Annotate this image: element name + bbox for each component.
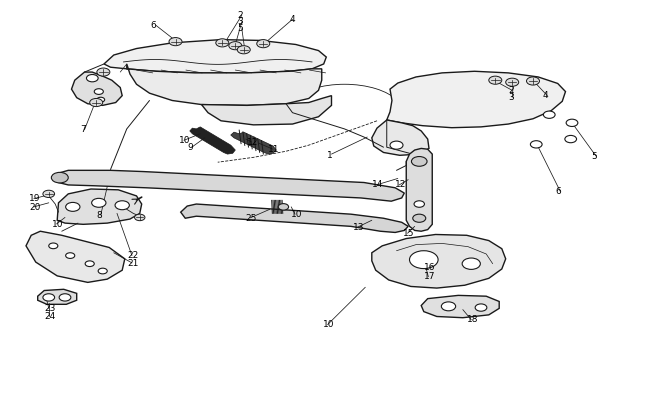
Text: 14: 14 (372, 180, 383, 189)
Text: 20: 20 (29, 202, 40, 211)
Text: 5: 5 (237, 24, 243, 33)
Text: 10: 10 (323, 320, 335, 328)
Circle shape (530, 141, 542, 149)
Text: 6: 6 (151, 21, 157, 30)
Polygon shape (38, 290, 77, 305)
Text: 22: 22 (127, 251, 138, 260)
Circle shape (543, 112, 555, 119)
Text: 5: 5 (592, 151, 597, 160)
Text: 25: 25 (246, 213, 257, 222)
Polygon shape (372, 235, 506, 288)
Circle shape (66, 203, 80, 212)
Text: 2: 2 (508, 85, 514, 94)
Polygon shape (421, 296, 499, 318)
Text: 4: 4 (289, 15, 295, 24)
Text: 10: 10 (291, 209, 302, 218)
Circle shape (526, 78, 539, 86)
Polygon shape (127, 65, 322, 106)
Circle shape (98, 269, 107, 274)
Circle shape (135, 215, 145, 221)
Circle shape (51, 173, 68, 183)
Polygon shape (190, 128, 235, 155)
Text: 24: 24 (44, 311, 55, 320)
Polygon shape (372, 121, 429, 156)
Text: 3: 3 (508, 93, 514, 102)
Text: 19: 19 (29, 194, 41, 203)
Circle shape (90, 99, 103, 107)
Text: 13: 13 (353, 222, 365, 231)
Circle shape (216, 40, 229, 48)
Polygon shape (57, 190, 142, 225)
Text: 8: 8 (96, 211, 102, 220)
Text: 1: 1 (327, 150, 333, 159)
Text: 3: 3 (237, 17, 243, 26)
Text: 10: 10 (52, 219, 64, 228)
Circle shape (169, 38, 182, 47)
Circle shape (66, 253, 75, 259)
Circle shape (237, 47, 250, 55)
Text: 2: 2 (237, 11, 243, 19)
Circle shape (97, 98, 105, 103)
Circle shape (390, 142, 403, 150)
Text: 17: 17 (424, 272, 436, 281)
Text: 7: 7 (80, 125, 86, 134)
Text: 4: 4 (543, 91, 549, 100)
Circle shape (414, 201, 424, 208)
Circle shape (49, 243, 58, 249)
Circle shape (94, 90, 103, 95)
Circle shape (257, 40, 270, 49)
Circle shape (229, 43, 242, 51)
Text: 10: 10 (179, 135, 191, 144)
Circle shape (92, 199, 106, 208)
Circle shape (278, 204, 289, 211)
Circle shape (489, 77, 502, 85)
Polygon shape (387, 72, 566, 128)
Circle shape (413, 215, 426, 223)
Circle shape (441, 302, 456, 311)
Text: 11: 11 (268, 145, 280, 153)
Circle shape (565, 136, 577, 143)
Circle shape (115, 201, 129, 210)
Text: 23: 23 (44, 303, 56, 312)
Polygon shape (72, 73, 122, 106)
Polygon shape (202, 96, 332, 126)
Polygon shape (406, 149, 432, 232)
Circle shape (43, 294, 55, 301)
Text: 18: 18 (467, 315, 478, 324)
Circle shape (59, 294, 71, 301)
Polygon shape (26, 232, 125, 283)
Circle shape (462, 258, 480, 270)
Text: 16: 16 (424, 263, 436, 272)
Circle shape (410, 251, 438, 269)
Circle shape (43, 191, 55, 198)
Polygon shape (181, 205, 408, 233)
Circle shape (97, 69, 110, 77)
Polygon shape (55, 171, 404, 202)
Text: 12: 12 (247, 137, 259, 146)
Text: 15: 15 (403, 228, 415, 237)
Text: 9: 9 (187, 143, 193, 151)
Text: 6: 6 (556, 187, 562, 196)
Text: 21: 21 (127, 258, 139, 267)
Circle shape (85, 261, 94, 267)
Circle shape (566, 120, 578, 127)
Polygon shape (104, 40, 326, 74)
Circle shape (506, 79, 519, 87)
Text: 12: 12 (395, 180, 406, 189)
Circle shape (86, 75, 98, 83)
Polygon shape (231, 133, 276, 155)
Circle shape (411, 157, 427, 167)
Circle shape (475, 304, 487, 311)
